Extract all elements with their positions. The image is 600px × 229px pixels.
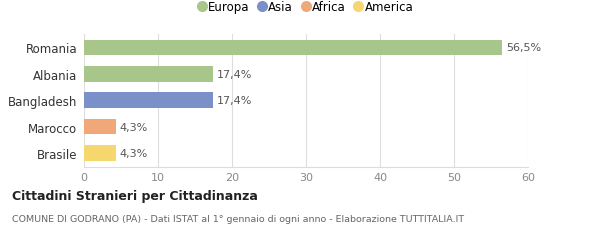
- Text: Cittadini Stranieri per Cittadinanza: Cittadini Stranieri per Cittadinanza: [12, 189, 258, 202]
- Text: 4,3%: 4,3%: [119, 148, 148, 158]
- Bar: [84, 40, 502, 56]
- Text: 4,3%: 4,3%: [119, 122, 148, 132]
- Legend: Europa, Asia, Africa, America: Europa, Asia, Africa, America: [195, 0, 417, 18]
- Bar: [84, 145, 116, 161]
- Bar: [84, 67, 213, 82]
- Text: COMUNE DI GODRANO (PA) - Dati ISTAT al 1° gennaio di ogni anno - Elaborazione TU: COMUNE DI GODRANO (PA) - Dati ISTAT al 1…: [12, 214, 464, 223]
- Bar: [84, 119, 116, 135]
- Text: 17,4%: 17,4%: [217, 96, 252, 106]
- Bar: [84, 93, 213, 109]
- Text: 17,4%: 17,4%: [217, 70, 252, 79]
- Text: 56,5%: 56,5%: [506, 43, 541, 53]
